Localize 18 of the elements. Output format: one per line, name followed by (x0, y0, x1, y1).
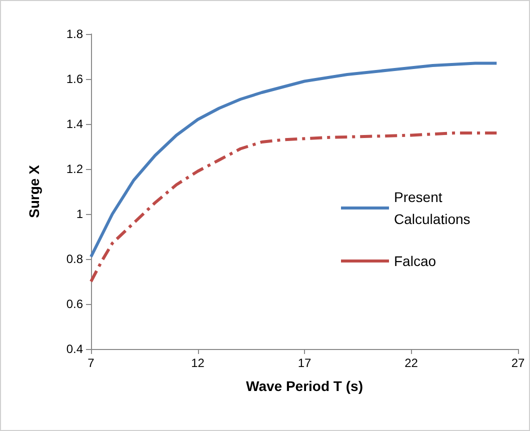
y-tick-label: 1.4 (66, 117, 84, 131)
y-tick-label: 1.2 (66, 162, 84, 176)
x-tick-label: 22 (404, 356, 418, 370)
y-tick-label: 0.8 (66, 252, 84, 266)
x-tick-label: 27 (511, 356, 525, 370)
y-tick-label: 0.6 (66, 297, 84, 311)
x-axis-title: Wave Period T (s) (246, 378, 363, 394)
x-tick-label: 17 (298, 356, 312, 370)
x-tick-label: 7 (88, 356, 95, 370)
legend-label: Falcao (394, 253, 436, 269)
y-tick-label: 1.8 (66, 27, 84, 41)
legend-label: Present Calculations (394, 189, 470, 227)
y-tick-label: 1.6 (66, 72, 84, 86)
y-tick-label: 1 (76, 207, 84, 221)
y-tick-label: 0.4 (66, 342, 84, 356)
y-axis-title: Surge X (26, 164, 42, 218)
line-series (90, 132, 498, 283)
x-tick-label: 12 (191, 356, 205, 370)
